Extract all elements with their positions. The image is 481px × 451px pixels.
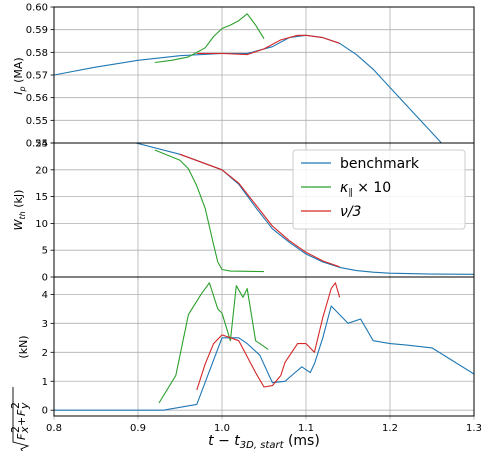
- x-tick-label: 1.1: [298, 423, 314, 434]
- x-tick-label: 1.0: [214, 423, 230, 434]
- legend-kappa-label: κ∥ × 10: [340, 180, 391, 198]
- x-tick-labels: 0.8 0.9 1.0 1.1 1.2 1.3: [46, 423, 481, 434]
- y-tick-label: 0.57: [26, 71, 48, 82]
- thermal-energy-panel: 0 5 10 15 20 25 Wth (kJ) benchmark κ∥ × 10 ν/…: [12, 139, 475, 284]
- y-tick-label: 15: [35, 192, 48, 203]
- x-tick-label: 0.9: [130, 423, 146, 434]
- panel-frame: [53, 276, 475, 417]
- y-tick-label: 3: [42, 319, 48, 330]
- series-line: [54, 305, 474, 411]
- y-tick-labels: 0 5 10 15 20 25: [35, 139, 54, 284]
- legend-box: [292, 149, 466, 230]
- svg-text:+: +: [15, 417, 28, 426]
- panel-grid: [53, 277, 475, 420]
- panel-series: [54, 282, 474, 411]
- y-tick-label: 0.60: [26, 3, 48, 14]
- x-tick-label: 1.3: [466, 423, 481, 434]
- svg-text:2: 2: [9, 402, 22, 409]
- y-tick-label: 0: [42, 406, 48, 417]
- y-axis-label: Ip (MA): [12, 57, 27, 94]
- y-tick-label: 20: [35, 165, 48, 176]
- y-tick-label: 0.58: [26, 48, 48, 59]
- y-tick-label: 0.56: [26, 93, 48, 104]
- y-tick-label: 0: [42, 273, 48, 284]
- y-axis-label-unit: (kN): [17, 335, 30, 358]
- y-tick-label: 0.55: [26, 116, 48, 127]
- y-tick-label: 4: [42, 290, 48, 301]
- series-line: [154, 13, 265, 64]
- y-tick-labels: 0 1 2 3 4: [42, 290, 54, 417]
- panel-series: [133, 143, 474, 275]
- series-line: [54, 34, 443, 143]
- force-panel: 0 1 2 3 4 0.8 0.9 1.0 1.1 1.2 1.3 (kN) F x 2 + F …: [9, 276, 481, 451]
- series-line: [196, 282, 341, 391]
- x-tick-label: 1.2: [382, 423, 398, 434]
- series-line: [179, 153, 340, 268]
- svg-text:F: F: [15, 409, 28, 416]
- y-axis-label: Wth (kJ): [12, 190, 27, 231]
- y-tick-label: 10: [35, 219, 48, 230]
- svg-text:y: y: [18, 402, 31, 410]
- series-line: [158, 282, 269, 404]
- y-tick-label: 25: [35, 139, 48, 150]
- x-axis-label: t − t3D, start (ms): [208, 433, 320, 451]
- svg-text:2: 2: [9, 426, 22, 433]
- y-axis-label: (kN) F x 2 + F y 2: [9, 335, 31, 451]
- y-tick-label: 2: [42, 348, 48, 359]
- y-tick-label: 5: [42, 246, 48, 257]
- x-tick-label: 0.8: [46, 423, 62, 434]
- series-line: [154, 149, 265, 273]
- svg-text:F: F: [15, 433, 28, 440]
- series-line: [196, 34, 340, 56]
- y-tick-labels: 0.54 0.55 0.56 0.57 0.58 0.59 0.60: [26, 3, 54, 150]
- panel-series: [54, 13, 443, 143]
- legend-nu-label: ν/3: [340, 204, 361, 220]
- y-tick-label: 1: [42, 377, 48, 388]
- y-tick-label: 0.54: [26, 139, 48, 150]
- y-tick-label: 0.59: [26, 25, 48, 36]
- legend: benchmark κ∥ × 10 ν/3: [292, 149, 466, 230]
- panel-grid: [53, 6, 475, 147]
- svg-text:x: x: [18, 426, 31, 434]
- plasma-current-panel: 0.54 0.55 0.56 0.57 0.58 0.59 0.60 Ip (MA): [12, 3, 475, 150]
- sqrt-expression: F x 2 + F y 2: [9, 387, 31, 451]
- legend-benchmark-label: benchmark: [340, 156, 420, 172]
